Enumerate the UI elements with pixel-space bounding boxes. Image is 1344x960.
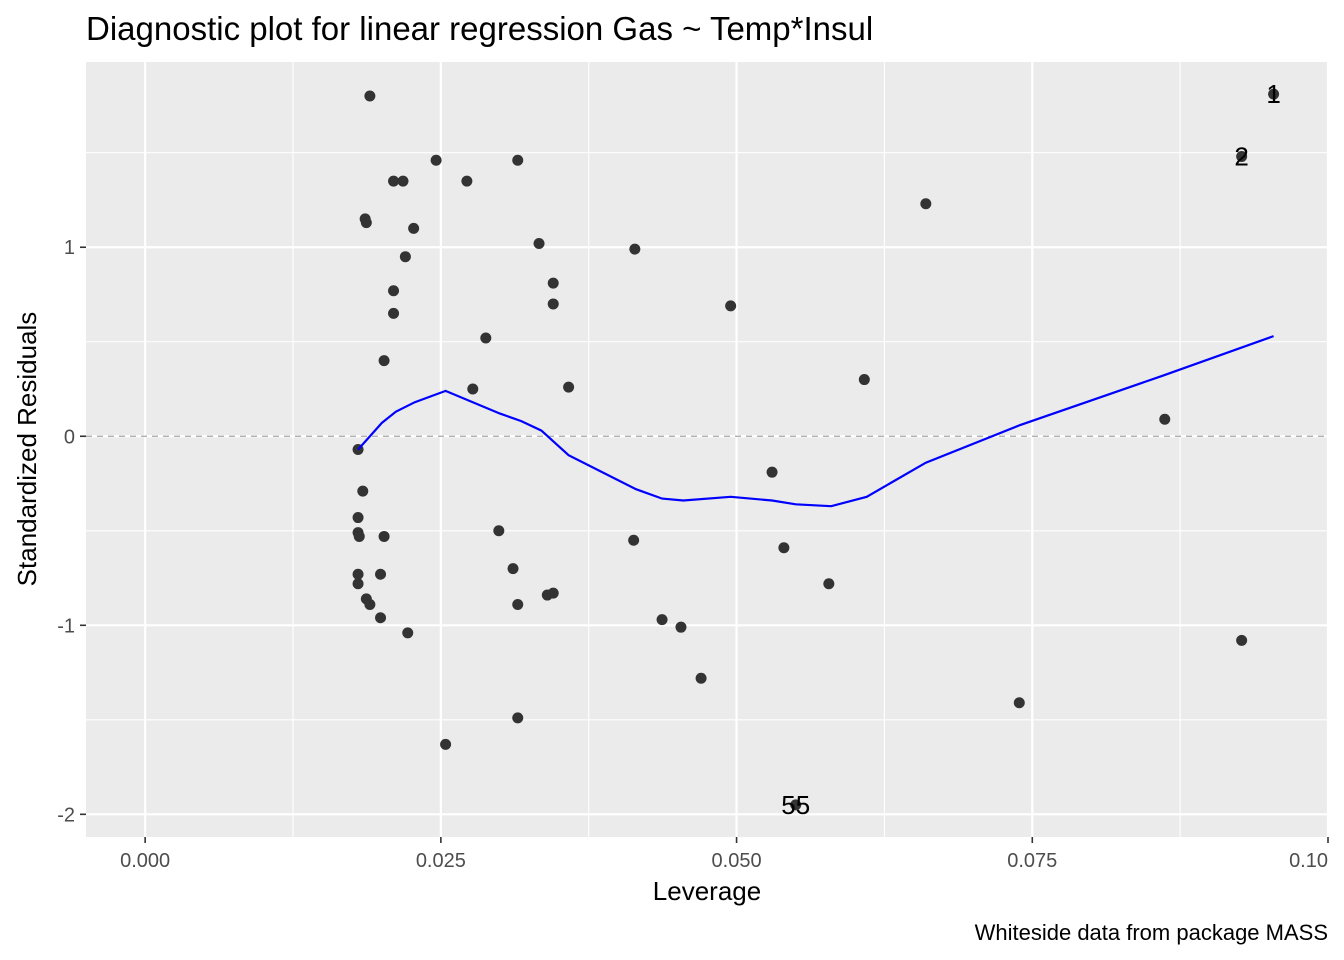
data-point	[823, 578, 835, 590]
data-point	[357, 485, 369, 497]
data-point	[352, 568, 364, 580]
data-points	[352, 88, 1280, 811]
data-point	[675, 621, 687, 633]
chart-caption: Whiteside data from package MASS	[975, 920, 1328, 945]
x-axis: 0.000 0.025 0.050 0.075 0.10	[120, 837, 1329, 872]
x-tick-label: 0.025	[416, 850, 466, 872]
point-labels: 1 2 55	[781, 79, 1281, 820]
data-point	[375, 568, 387, 580]
data-point	[378, 355, 390, 367]
data-point	[563, 381, 575, 393]
y-tick-label: -2	[57, 804, 75, 826]
data-point	[512, 154, 524, 166]
data-point	[512, 712, 524, 724]
point-label: 55	[781, 790, 810, 820]
data-point	[353, 530, 365, 542]
data-point	[375, 612, 387, 624]
data-point	[388, 307, 400, 319]
data-point	[695, 672, 707, 684]
data-point	[507, 563, 519, 575]
data-point	[402, 627, 414, 639]
data-point	[360, 217, 372, 229]
point-label: 2	[1234, 142, 1248, 172]
data-point	[493, 525, 505, 537]
data-point	[364, 90, 376, 102]
data-point	[766, 466, 778, 478]
y-tick-label: 1	[64, 237, 75, 259]
y-tick-label: -1	[57, 615, 75, 637]
x-tick-label: 0.10	[1289, 850, 1328, 872]
y-axis-title: Standardized Residuals	[12, 312, 42, 587]
data-point	[920, 198, 932, 210]
data-point	[1236, 634, 1248, 646]
point-label: 1	[1266, 79, 1280, 109]
data-point	[364, 599, 376, 610]
data-point	[480, 332, 492, 344]
major-gridlines	[86, 62, 1330, 837]
x-tick-label: 0.000	[120, 850, 170, 872]
data-point	[397, 175, 409, 187]
data-point	[629, 243, 641, 255]
data-point	[1159, 413, 1171, 425]
data-point	[408, 222, 420, 234]
data-point	[440, 738, 452, 750]
data-point	[547, 277, 559, 289]
data-point	[378, 530, 390, 542]
x-tick-label: 0.075	[1007, 850, 1057, 872]
data-point	[388, 175, 400, 187]
data-point	[399, 251, 411, 263]
minor-gridlines	[86, 62, 1328, 837]
data-point	[656, 614, 668, 626]
data-point	[1236, 151, 1248, 163]
data-point	[628, 534, 640, 546]
data-point	[388, 285, 400, 297]
data-point	[352, 512, 364, 524]
data-point	[547, 587, 559, 599]
plot-panel	[86, 62, 1328, 837]
data-point	[778, 542, 790, 554]
data-point	[461, 175, 473, 187]
y-tick-label: 0	[64, 426, 75, 448]
y-axis: -2 -1 0 1	[57, 237, 86, 826]
x-tick-label: 0.050	[712, 850, 762, 872]
data-point	[430, 154, 442, 166]
data-point	[533, 237, 545, 249]
x-axis-title: Leverage	[653, 876, 761, 906]
data-point	[858, 374, 870, 386]
data-point	[790, 799, 802, 811]
data-point	[725, 300, 737, 312]
data-point	[352, 578, 364, 590]
data-point	[1013, 697, 1025, 709]
data-point	[547, 298, 559, 310]
data-point	[512, 599, 524, 610]
chart-title: Diagnostic plot for linear regression Ga…	[86, 10, 873, 47]
data-point	[467, 383, 479, 395]
smooth-line	[357, 335, 1274, 508]
data-point	[1268, 88, 1280, 100]
